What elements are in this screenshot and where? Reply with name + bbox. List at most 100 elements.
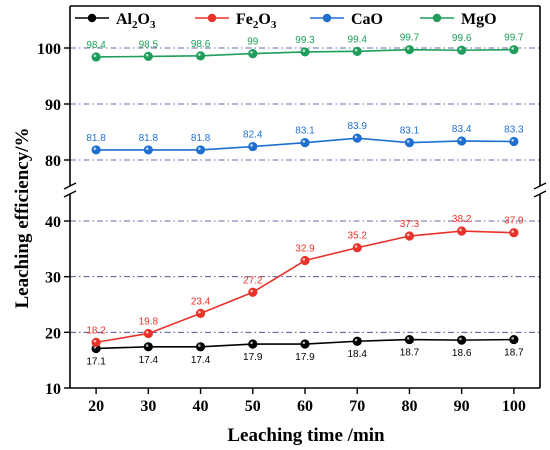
data-label-al2o3: 17.1	[86, 356, 106, 367]
data-point-mgo	[404, 45, 415, 55]
data-label-al2o3: 18.4	[347, 349, 367, 360]
data-point-highlight	[459, 47, 462, 51]
data-point-cao	[300, 138, 310, 148]
data-point-highlight	[250, 341, 253, 345]
data-point-highlight	[302, 258, 306, 261]
data-point-highlight	[250, 51, 253, 54]
data-point-highlight	[302, 49, 306, 53]
data-point-highlight	[93, 54, 97, 58]
x-tick-label: 80	[401, 398, 417, 415]
legend-label-al2o3: Al2O3	[116, 11, 156, 31]
data-label-fe2o3: 35.2	[347, 231, 367, 242]
data-label-mgo: 99.4	[347, 34, 367, 45]
series-fe2o3: 18.2 19.8 23.4 27.2 32.9 35.2 37.3 38.2 37.9	[86, 214, 524, 347]
x-tick-label: 50	[245, 398, 261, 415]
data-point-highlight	[198, 53, 201, 56]
data-point-cao	[352, 133, 362, 143]
data-point-al2o3	[143, 342, 153, 352]
data-point-highlight	[145, 53, 149, 57]
series-cao: 81.8 81.8 81.8 82.4 83.1 83.9 83.1 83.4 83.3	[86, 121, 524, 155]
data-point-highlight	[406, 140, 410, 143]
data-point-highlight	[459, 138, 462, 142]
y-tick-label: 20	[45, 325, 61, 342]
data-point-highlight	[511, 47, 514, 50]
data-point-highlight	[93, 339, 97, 343]
data-label-mgo: 98.4	[86, 40, 106, 51]
data-point-fe2o3	[509, 228, 519, 238]
data-point-mgo	[457, 45, 467, 55]
legend-marker-mgo	[432, 13, 442, 23]
data-point-highlight	[93, 147, 97, 151]
data-label-al2o3: 17.9	[243, 352, 263, 363]
y-tick-label: 90	[45, 97, 61, 114]
x-tick-label: 60	[297, 398, 313, 415]
legend-item-mgo: MgO	[420, 11, 497, 28]
data-label-mgo: 99.7	[400, 33, 420, 44]
data-point-highlight	[145, 330, 149, 334]
legend: Al2O3 Fe2O3 CaO MgO	[75, 11, 497, 31]
data-point-highlight	[250, 144, 253, 147]
data-label-al2o3: 18.7	[400, 348, 420, 359]
axis-break-gap	[534, 186, 546, 194]
data-point-mgo	[91, 52, 101, 62]
legend-item-al2o3: Al2O3	[75, 11, 156, 31]
data-point-mgo	[352, 46, 362, 56]
data-point-fe2o3	[300, 255, 310, 266]
data-label-al2o3: 18.7	[504, 348, 524, 359]
data-point-highlight	[511, 230, 514, 233]
data-label-fe2o3: 23.4	[191, 296, 211, 307]
data-point-cao	[91, 145, 101, 155]
series-layer: 17.1 17.4 17.4 17.9 17.9 18.4 18.7 18.6 18.718.2…	[86, 33, 524, 368]
data-label-cao: 83.1	[295, 126, 315, 137]
data-label-fe2o3: 37.9	[504, 216, 524, 227]
data-point-mgo	[248, 48, 258, 59]
axis-break-gap	[64, 186, 76, 194]
legend-marker-fe2o3	[207, 13, 217, 23]
data-label-cao: 83.4	[452, 124, 472, 135]
data-point-fe2o3	[195, 308, 206, 319]
y-tick-label: 10	[45, 381, 61, 398]
data-label-mgo: 98.5	[139, 39, 159, 50]
data-point-highlight	[406, 233, 410, 237]
x-tick-label: 40	[193, 398, 209, 415]
data-point-al2o3	[509, 334, 519, 345]
data-label-fe2o3: 19.8	[139, 316, 159, 327]
y-tick-label: 40	[45, 214, 61, 231]
data-point-cao	[509, 136, 519, 147]
data-point-fe2o3	[457, 226, 467, 236]
legend-marker-al2o3	[87, 13, 97, 23]
data-label-al2o3: 18.6	[452, 348, 472, 359]
data-point-fe2o3	[352, 243, 362, 253]
data-point-fe2o3	[248, 287, 258, 297]
legend-marker-cao	[322, 13, 332, 23]
data-point-cao	[195, 145, 206, 155]
data-point-highlight	[302, 341, 306, 345]
data-point-highlight	[406, 47, 410, 50]
x-tick-label: 90	[454, 398, 470, 415]
gridlines	[70, 47, 540, 333]
data-label-al2o3: 17.4	[191, 355, 211, 366]
data-label-al2o3: 17.9	[295, 352, 315, 363]
data-point-mgo	[195, 51, 206, 61]
data-point-al2o3	[195, 342, 206, 352]
data-point-cao	[404, 138, 415, 148]
data-point-highlight	[459, 337, 462, 341]
data-point-highlight	[511, 337, 514, 340]
data-label-cao: 83.3	[504, 125, 524, 136]
data-point-highlight	[406, 337, 410, 340]
data-label-mgo: 99.6	[452, 33, 472, 44]
y-tick-label: 30	[45, 270, 61, 287]
data-point-mgo	[300, 47, 310, 57]
data-point-highlight	[354, 338, 358, 342]
data-label-cao: 81.8	[191, 133, 211, 144]
x-tick-label: 100	[502, 398, 526, 415]
data-label-fe2o3: 32.9	[295, 244, 315, 255]
axis-break-mark	[533, 190, 547, 198]
axes: 10 20 30 40 80 90 100 20 30 40 50 60 70 80 90 100	[37, 5, 547, 415]
data-point-fe2o3	[91, 337, 101, 347]
data-label-mgo: 99.7	[504, 33, 524, 44]
data-label-fe2o3: 18.2	[86, 325, 106, 336]
data-point-al2o3	[248, 339, 258, 349]
data-label-fe2o3: 38.2	[452, 214, 472, 225]
